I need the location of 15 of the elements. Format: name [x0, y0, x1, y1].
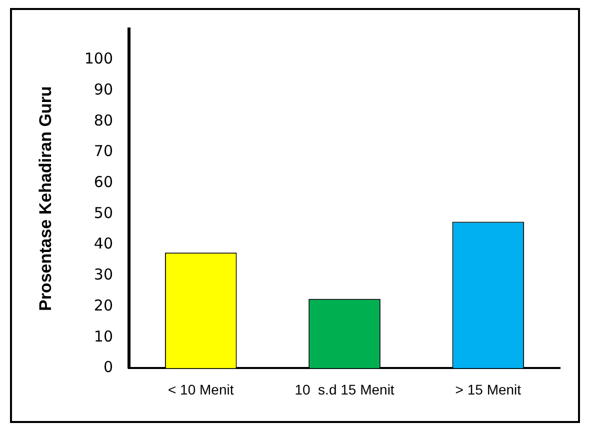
y-tick-label: 50 — [94, 204, 114, 222]
x-tick-label: > 15 Menit — [455, 381, 522, 398]
x-tick-label: 10 s.d 15 Menit — [294, 381, 394, 398]
x-tick-label: < 10 Menit — [168, 381, 234, 398]
y-tick-label: 80 — [94, 111, 114, 130]
y-tick-label: 70 — [94, 142, 114, 160]
y-tick-label: 90 — [94, 80, 114, 99]
y-tick-label: 60 — [94, 173, 114, 192]
y-tick-label: 20 — [94, 296, 114, 314]
y-tick-label: 100 — [84, 50, 114, 68]
y-tick-label: 10 — [94, 327, 114, 346]
y-tick-label: 40 — [94, 234, 114, 253]
y-axis-title: Prosentase Kehadiran Guru — [36, 86, 55, 312]
y-tick-label: 0 — [103, 358, 114, 376]
y-tick-label: 30 — [94, 266, 114, 284]
